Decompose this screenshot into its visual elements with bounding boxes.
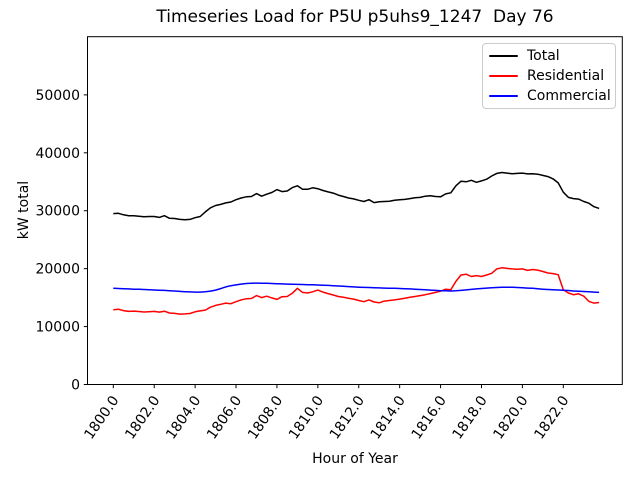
residential-line bbox=[113, 267, 600, 315]
x-tick-label: 1804.0 bbox=[163, 393, 204, 442]
y-tick-label: 40000 bbox=[35, 146, 80, 162]
x-axis-label: Hour of Year bbox=[312, 451, 398, 467]
legend-row-total: Total bbox=[489, 49, 609, 63]
y-tick-label: 50000 bbox=[35, 88, 80, 104]
x-tick-label: 1806.0 bbox=[204, 393, 245, 442]
series-layer bbox=[113, 171, 600, 315]
commercial-line-swatch bbox=[489, 95, 518, 97]
legend-label-total: Total bbox=[527, 48, 560, 64]
x-tick-label: 1818.0 bbox=[450, 393, 491, 442]
total-line-swatch bbox=[489, 55, 518, 57]
legend-label-commercial: Commercial bbox=[527, 88, 611, 104]
y-tick-label: 10000 bbox=[35, 320, 80, 336]
x-tick-label: 1808.0 bbox=[245, 393, 286, 442]
total-line bbox=[113, 171, 600, 221]
legend-row-residential: Residential bbox=[489, 69, 609, 83]
x-tick-label: 1820.0 bbox=[490, 393, 531, 442]
legend-row-commercial: Commercial bbox=[489, 88, 611, 104]
commercial-line bbox=[113, 282, 600, 294]
legend-label-residential: Residential bbox=[527, 68, 605, 84]
y-tick-label: 30000 bbox=[35, 204, 80, 220]
y-tick-label: 20000 bbox=[35, 262, 80, 278]
x-tick-label: 1802.0 bbox=[122, 393, 163, 442]
residential-line-swatch bbox=[489, 75, 518, 77]
x-tick-label: 1812.0 bbox=[327, 393, 368, 442]
x-tick-label: 1800.0 bbox=[81, 393, 122, 442]
x-tick-label: 1814.0 bbox=[368, 393, 409, 442]
ticks-layer: 1800.0 1802.0 1804.0 1806.0 1808.0 1810.0 1812… bbox=[35, 88, 572, 443]
y-axis-label: kW total bbox=[16, 180, 32, 240]
x-tick-label: 1822.0 bbox=[531, 393, 572, 442]
y-tick-label: 0 bbox=[71, 378, 80, 394]
x-tick-label: 1810.0 bbox=[286, 393, 327, 442]
chart-title: Timeseries Load for P5U p5uhs9_1247 Day … bbox=[156, 7, 554, 27]
legend: Total Residential Commercial bbox=[482, 43, 616, 109]
x-tick-label: 1816.0 bbox=[409, 393, 450, 442]
